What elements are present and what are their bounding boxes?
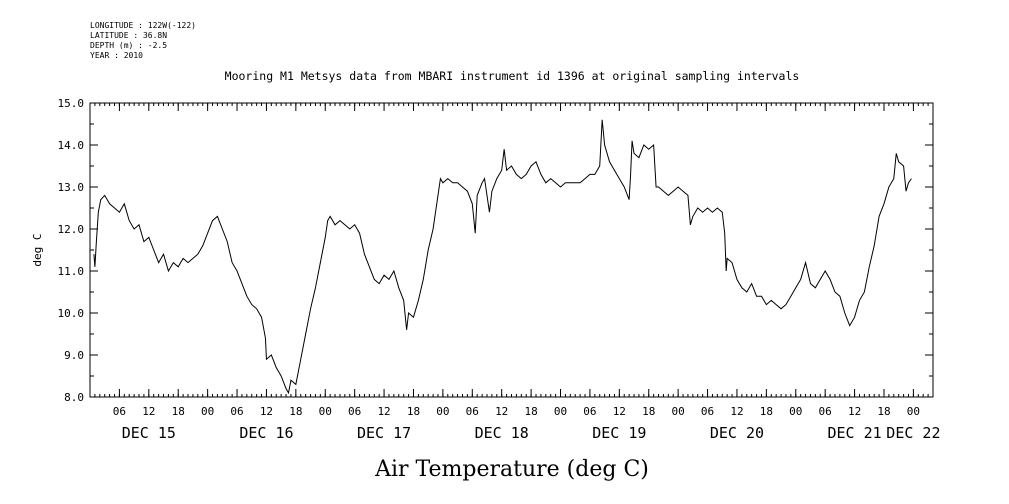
x-hour-label: 00 <box>789 405 802 418</box>
x-day-label: DEC 17 <box>357 424 411 442</box>
x-hour-label: 06 <box>466 405 479 418</box>
x-hour-label: 06 <box>230 405 243 418</box>
x-hour-label: 00 <box>672 405 685 418</box>
x-day-label: DEC 16 <box>239 424 293 442</box>
y-tick-label: 12.0 <box>58 223 85 236</box>
x-hour-label: 00 <box>554 405 567 418</box>
y-tick-label: 10.0 <box>58 307 85 320</box>
x-hour-label: 00 <box>436 405 449 418</box>
x-day-label: DEC 20 <box>710 424 764 442</box>
x-hour-label: 12 <box>260 405 273 418</box>
x-hour-label: 00 <box>907 405 920 418</box>
x-hour-label: 12 <box>495 405 508 418</box>
x-hour-label: 12 <box>142 405 155 418</box>
x-hour-label: 18 <box>642 405 655 418</box>
series-line-air-temperature <box>93 119 912 395</box>
plot-frame <box>89 102 934 398</box>
y-tick-label: 15.0 <box>58 97 85 110</box>
x-hour-label: 18 <box>289 405 302 418</box>
y-tick-label: 14.0 <box>58 139 85 152</box>
metadata-block: LONGITUDE : 122W(-122) LATITUDE : 36.8N … <box>90 21 196 60</box>
x-day-label: DEC 22 <box>886 424 940 442</box>
y-tick-label: 13.0 <box>58 181 85 194</box>
y-tick-label: 8.0 <box>64 391 84 404</box>
x-hour-label: 00 <box>201 405 214 418</box>
meta-depth: DEPTH (m) : -2.5 <box>90 41 167 50</box>
meta-year: YEAR : 2010 <box>90 51 143 60</box>
x-axis: 06 12 18 00 06 12 18 00 06 12 18 00 06 12 18 00 06 12 18 00… <box>113 103 940 442</box>
minor-ticks <box>94 103 929 397</box>
chart-title: Mooring M1 Metsys data from MBARI instru… <box>225 69 800 83</box>
x-hour-label: 18 <box>407 405 420 418</box>
meta-latitude: LATITUDE : 36.8N <box>90 31 167 40</box>
x-hour-label: 12 <box>730 405 743 418</box>
x-day-label: DEC 15 <box>122 424 176 442</box>
x-day-label: DEC 21 <box>827 424 881 442</box>
x-hour-label: 12 <box>848 405 861 418</box>
x-hour-label: 06 <box>701 405 714 418</box>
y-tick-label: 11.0 <box>58 265 85 278</box>
x-hour-label: 06 <box>348 405 361 418</box>
x-day-label: DEC 19 <box>592 424 646 442</box>
y-axis: 8.0 9.0 10.0 11.0 12.0 13.0 14.0 15.0 <box>58 97 933 404</box>
x-axis-label: Air Temperature (deg C) <box>374 457 649 482</box>
x-hour-label: 06 <box>113 405 126 418</box>
x-hour-label: 12 <box>613 405 626 418</box>
y-axis-label: deg C <box>31 233 44 266</box>
y-tick-label: 9.0 <box>64 349 84 362</box>
x-hour-label: 18 <box>172 405 185 418</box>
meta-longitude: LONGITUDE : 122W(-122) <box>90 21 196 30</box>
x-hour-label: 06 <box>819 405 832 418</box>
x-hour-label: 06 <box>583 405 596 418</box>
x-hour-label: 00 <box>319 405 332 418</box>
x-hour-label: 12 <box>377 405 390 418</box>
x-day-label: DEC 18 <box>475 424 529 442</box>
x-hour-label: 18 <box>760 405 773 418</box>
x-hour-label: 18 <box>877 405 890 418</box>
x-hour-label: 18 <box>524 405 537 418</box>
